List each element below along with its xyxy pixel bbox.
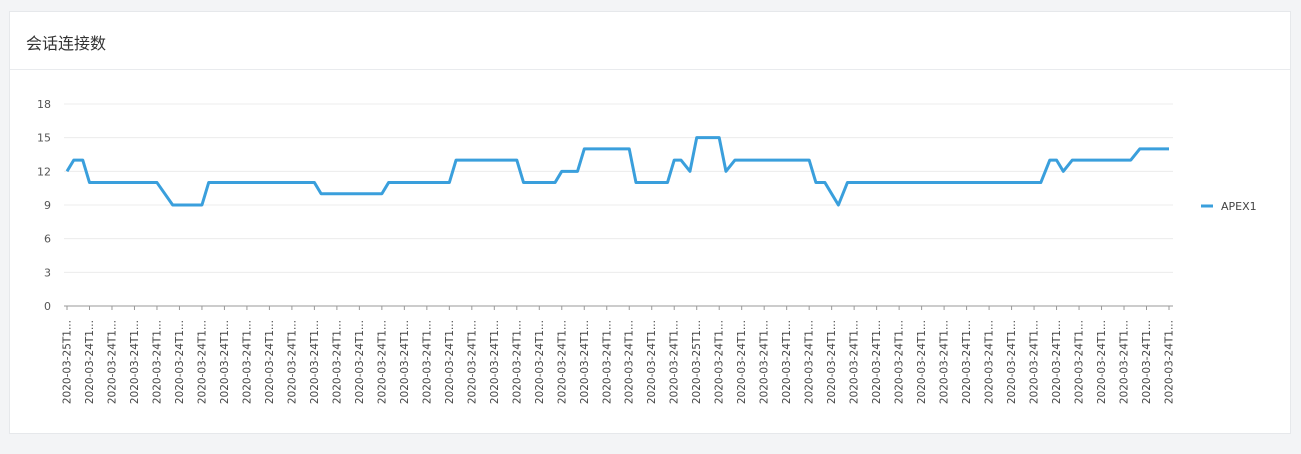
x-tick-label: 2020-03-24T1...: [916, 320, 928, 404]
x-tick-label: 2020-03-24T1...: [759, 320, 771, 404]
x-tick-label: 2020-03-24T1...: [826, 320, 838, 404]
x-tick-label: 2020-03-24T1...: [556, 320, 568, 404]
x-tick-label: 2020-03-24T1...: [264, 320, 276, 404]
x-tick-label: 2020-03-24T1...: [939, 320, 951, 404]
x-tick-label: 2020-03-24T1...: [714, 320, 726, 404]
x-tick-label: 2020-03-25T1...: [691, 320, 703, 404]
grid-lines: [64, 103, 1173, 273]
x-tick-label: 2020-03-24T1...: [601, 320, 613, 404]
x-tick-label: 2020-03-24T1...: [534, 320, 546, 404]
x-tick-label: 2020-03-24T1...: [196, 320, 208, 404]
x-axis-ticks: 2020-03-25T1... 2020-03-24T1... 2020-03-24…: [62, 306, 1176, 404]
x-tick-label: 2020-03-24T1...: [129, 320, 141, 404]
y-tick-label: 6: [44, 233, 51, 246]
x-tick-label: 2020-03-24T1...: [309, 320, 321, 404]
x-tick-label: 2020-03-24T1...: [1051, 320, 1063, 404]
x-tick-label: 2020-03-24T1...: [669, 320, 681, 404]
y-tick-label: 12: [37, 165, 51, 178]
x-tick-label: 2020-03-24T1...: [466, 320, 478, 404]
x-tick-label: 2020-03-24T1...: [331, 320, 343, 404]
x-tick-label: 2020-03-24T1...: [1074, 320, 1086, 404]
x-tick-label: 2020-03-24T1...: [961, 320, 973, 404]
x-tick-label: 2020-03-24T1...: [849, 320, 861, 404]
x-tick-label: 2020-03-24T1...: [1164, 320, 1176, 404]
x-tick-label: 2020-03-24T1...: [174, 320, 186, 404]
series-line-apex1: [65, 136, 1169, 207]
x-tick-label: 2020-03-24T1...: [219, 320, 231, 404]
x-tick-label: 2020-03-24T1...: [489, 320, 501, 404]
panel-title: 会话连接数: [26, 34, 107, 53]
x-tick-label: 2020-03-24T1...: [354, 320, 366, 404]
y-tick-label: 9: [44, 199, 51, 212]
legend[interactable]: APEX1: [1201, 200, 1257, 213]
x-tick-label: 2020-03-24T1...: [871, 320, 883, 404]
x-tick-label: 2020-03-24T1...: [421, 320, 433, 404]
y-tick-label: 15: [37, 132, 51, 145]
x-tick-label: 2020-03-24T1...: [894, 320, 906, 404]
x-tick-label: 2020-03-24T1...: [736, 320, 748, 404]
legend-label[interactable]: APEX1: [1221, 200, 1257, 213]
x-tick-label: 2020-03-24T1...: [1119, 320, 1131, 404]
series-lines: [65, 136, 1169, 207]
x-tick-label: 2020-03-24T1...: [781, 320, 793, 404]
x-tick-label: 2020-03-24T1...: [804, 320, 816, 404]
y-axis-ticks: 0 3 6 9 12 15 18: [37, 98, 51, 313]
x-tick-label: 2020-03-24T1...: [241, 320, 253, 404]
x-tick-label: 2020-03-24T1...: [84, 320, 96, 404]
y-tick-label: 0: [44, 300, 51, 313]
x-tick-label: 2020-03-25T1...: [62, 320, 74, 404]
y-tick-label: 3: [44, 266, 51, 279]
x-tick-label: 2020-03-24T1...: [984, 320, 996, 404]
x-tick-label: 2020-03-24T1...: [286, 320, 298, 404]
x-tick-label: 2020-03-24T1...: [579, 320, 591, 404]
x-tick-label: 2020-03-24T1...: [1096, 320, 1108, 404]
x-tick-label: 2020-03-24T1...: [1141, 320, 1153, 404]
panel-header: 会话连接数: [10, 12, 1290, 70]
x-tick-label: 2020-03-24T1...: [399, 320, 411, 404]
x-tick-label: 2020-03-24T1...: [624, 320, 636, 404]
x-tick-label: 2020-03-24T1...: [444, 320, 456, 404]
x-tick-label: 2020-03-24T1...: [376, 320, 388, 404]
y-tick-label: 18: [37, 98, 51, 111]
x-tick-label: 2020-03-24T1...: [511, 320, 523, 404]
x-tick-label: 2020-03-24T1...: [1029, 320, 1041, 404]
x-tick-label: 2020-03-24T1...: [1006, 320, 1018, 404]
x-tick-label: 2020-03-24T1...: [151, 320, 163, 404]
x-tick-label: 2020-03-24T1...: [646, 320, 658, 404]
chart-panel: 会话连接数: [9, 11, 1291, 434]
x-tick-label: 2020-03-24T1...: [106, 320, 118, 404]
